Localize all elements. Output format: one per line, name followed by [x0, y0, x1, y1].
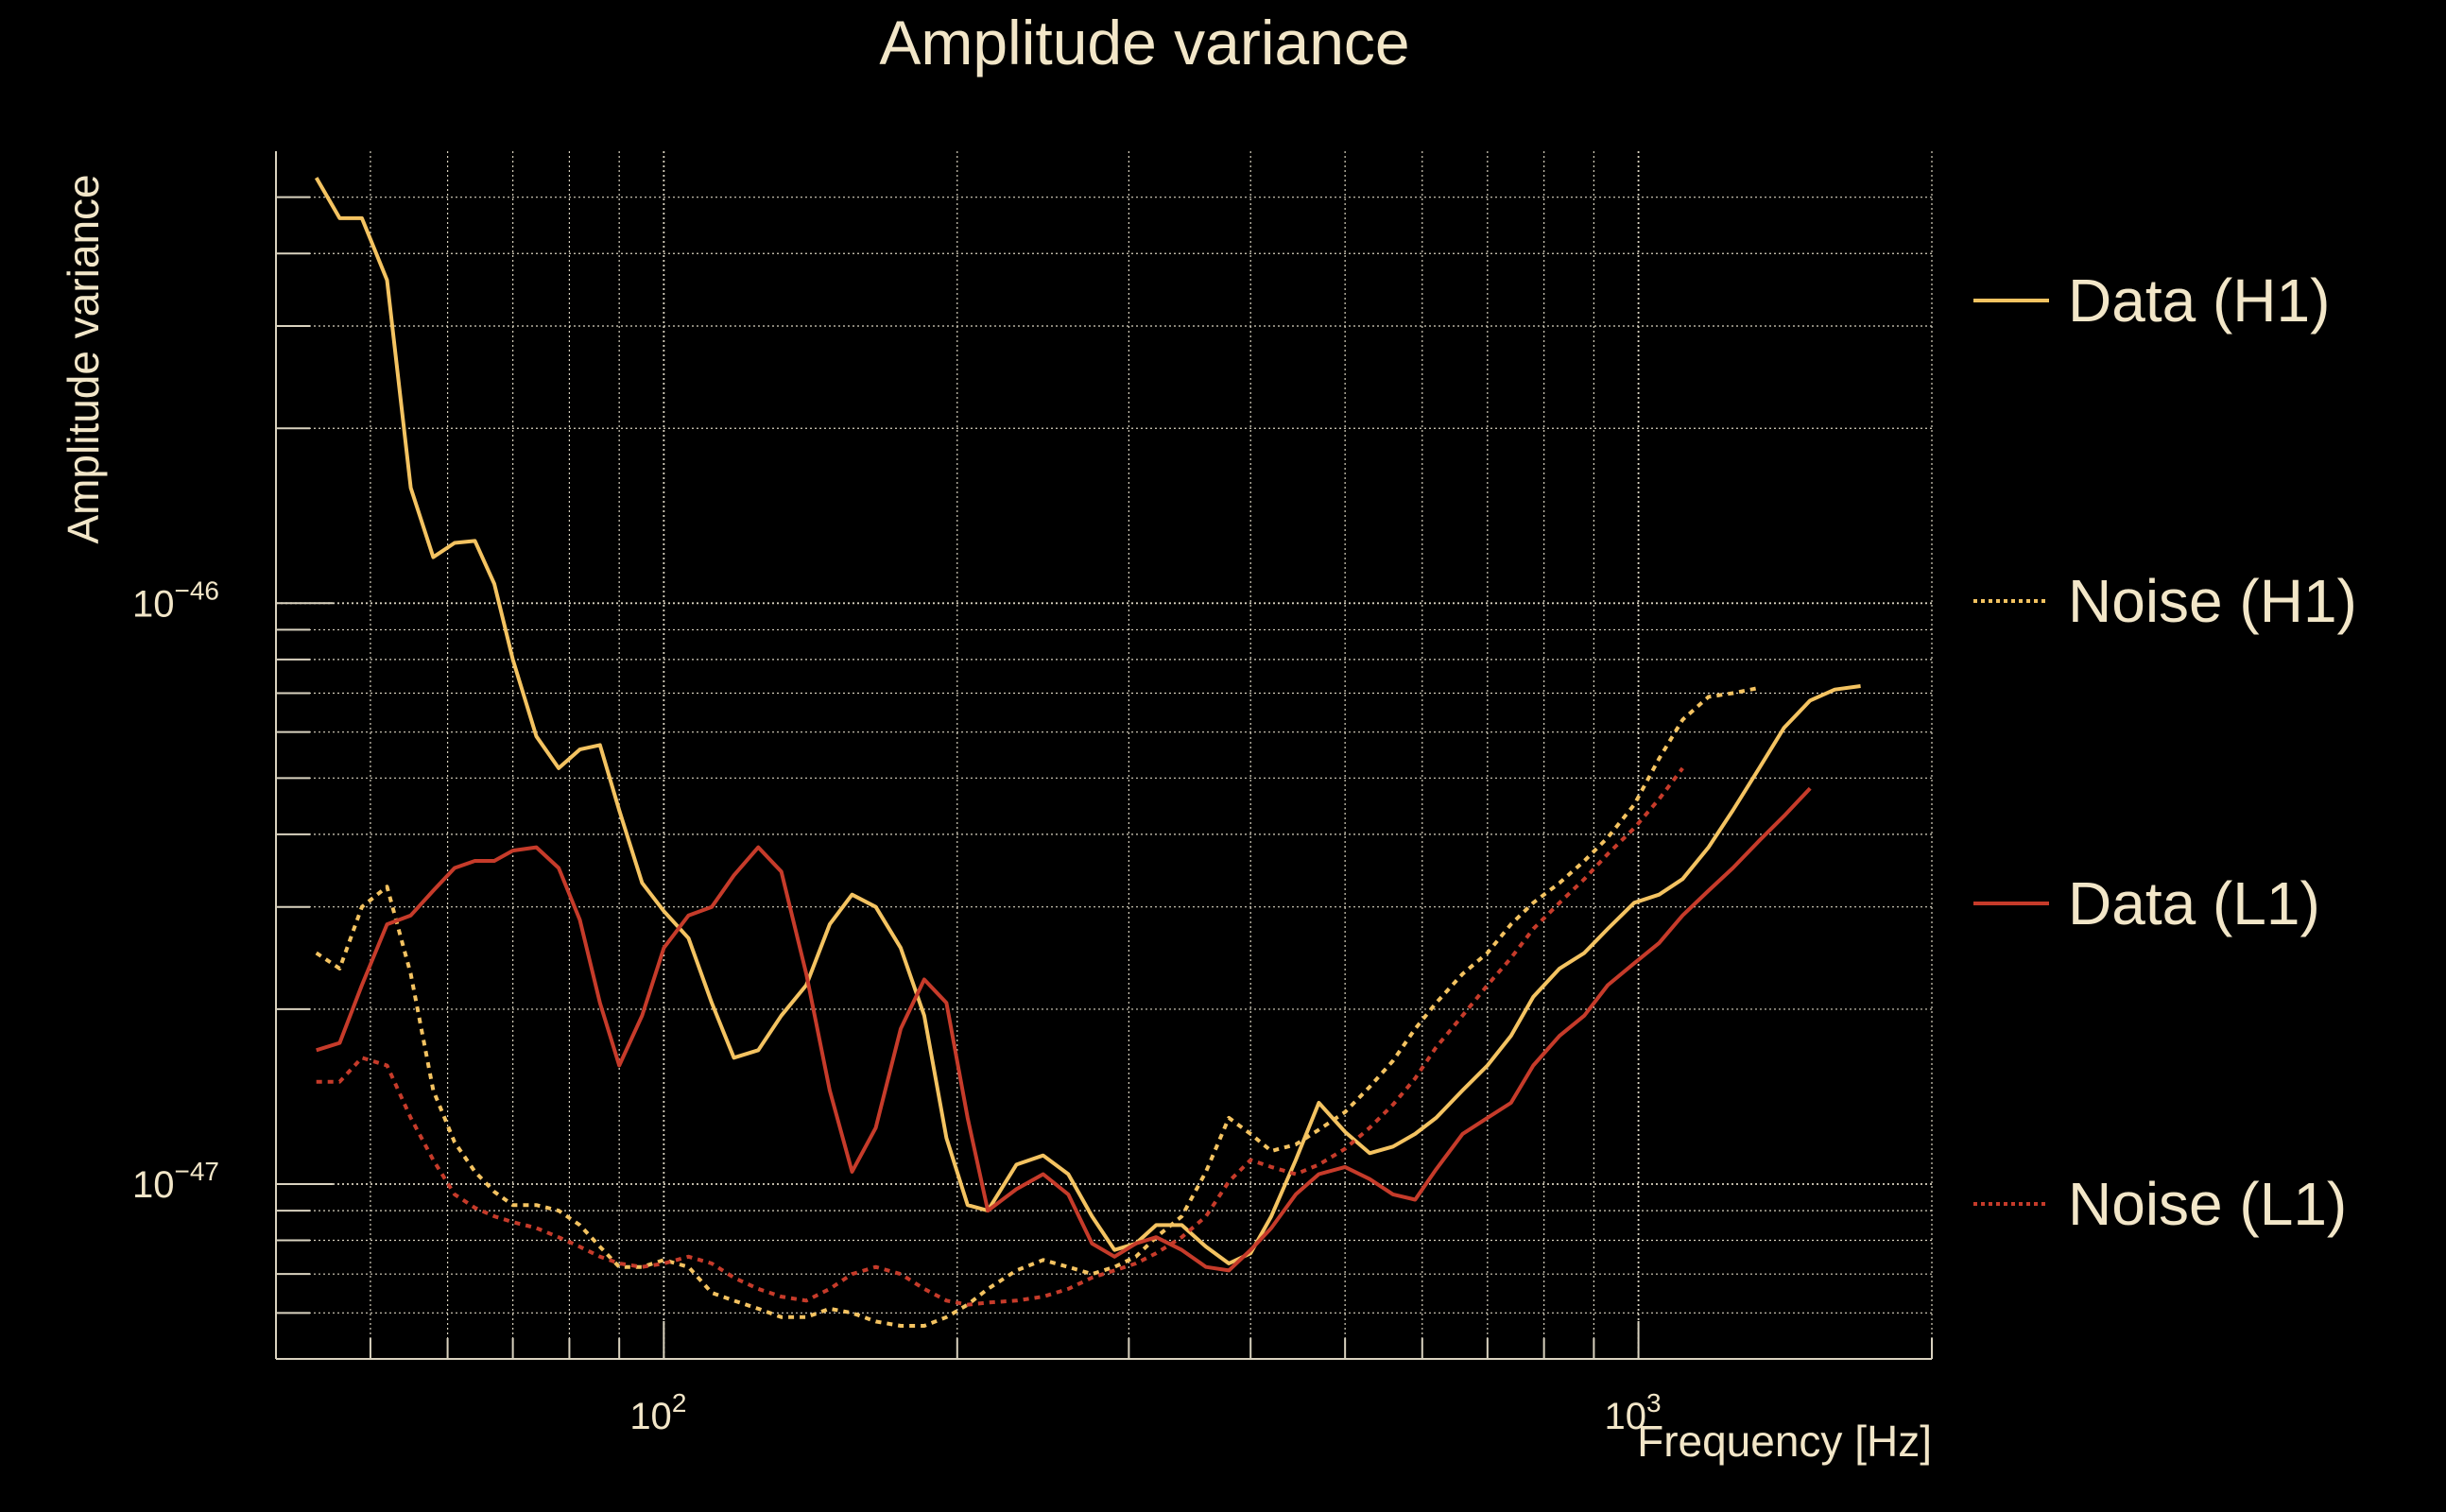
axes — [275, 151, 1933, 1360]
plot-area — [314, 177, 1861, 1328]
y-axis-label: Amplitude variance — [59, 174, 108, 543]
series-line-2 — [315, 685, 1760, 1328]
series-line-3 — [316, 786, 1812, 1273]
series-line-4 — [316, 766, 1684, 1307]
chart-title: Amplitude variance — [879, 8, 1409, 77]
y-tick-label: 10−47 — [132, 1157, 219, 1206]
legend-label: Noise (H1) — [2068, 567, 2357, 635]
legend-label: Noise (L1) — [2068, 1170, 2347, 1238]
x-tick-label: 103 — [1605, 1388, 1662, 1437]
legend: Data (H1) Noise (H1) Data (L1) Noise (L1) — [1973, 266, 2357, 1238]
x-axis-label: Frequency [Hz] — [1637, 1417, 1932, 1466]
x-tick-label: 102 — [629, 1388, 686, 1437]
series-line-1 — [314, 177, 1861, 1265]
grid — [275, 151, 1933, 1360]
legend-label: Data (L1) — [2068, 869, 2320, 937]
y-tick-label: 10−46 — [132, 576, 219, 625]
legend-label: Data (H1) — [2068, 266, 2330, 335]
tick-labels: 102 103 10−47 10−46 — [132, 576, 1662, 1437]
